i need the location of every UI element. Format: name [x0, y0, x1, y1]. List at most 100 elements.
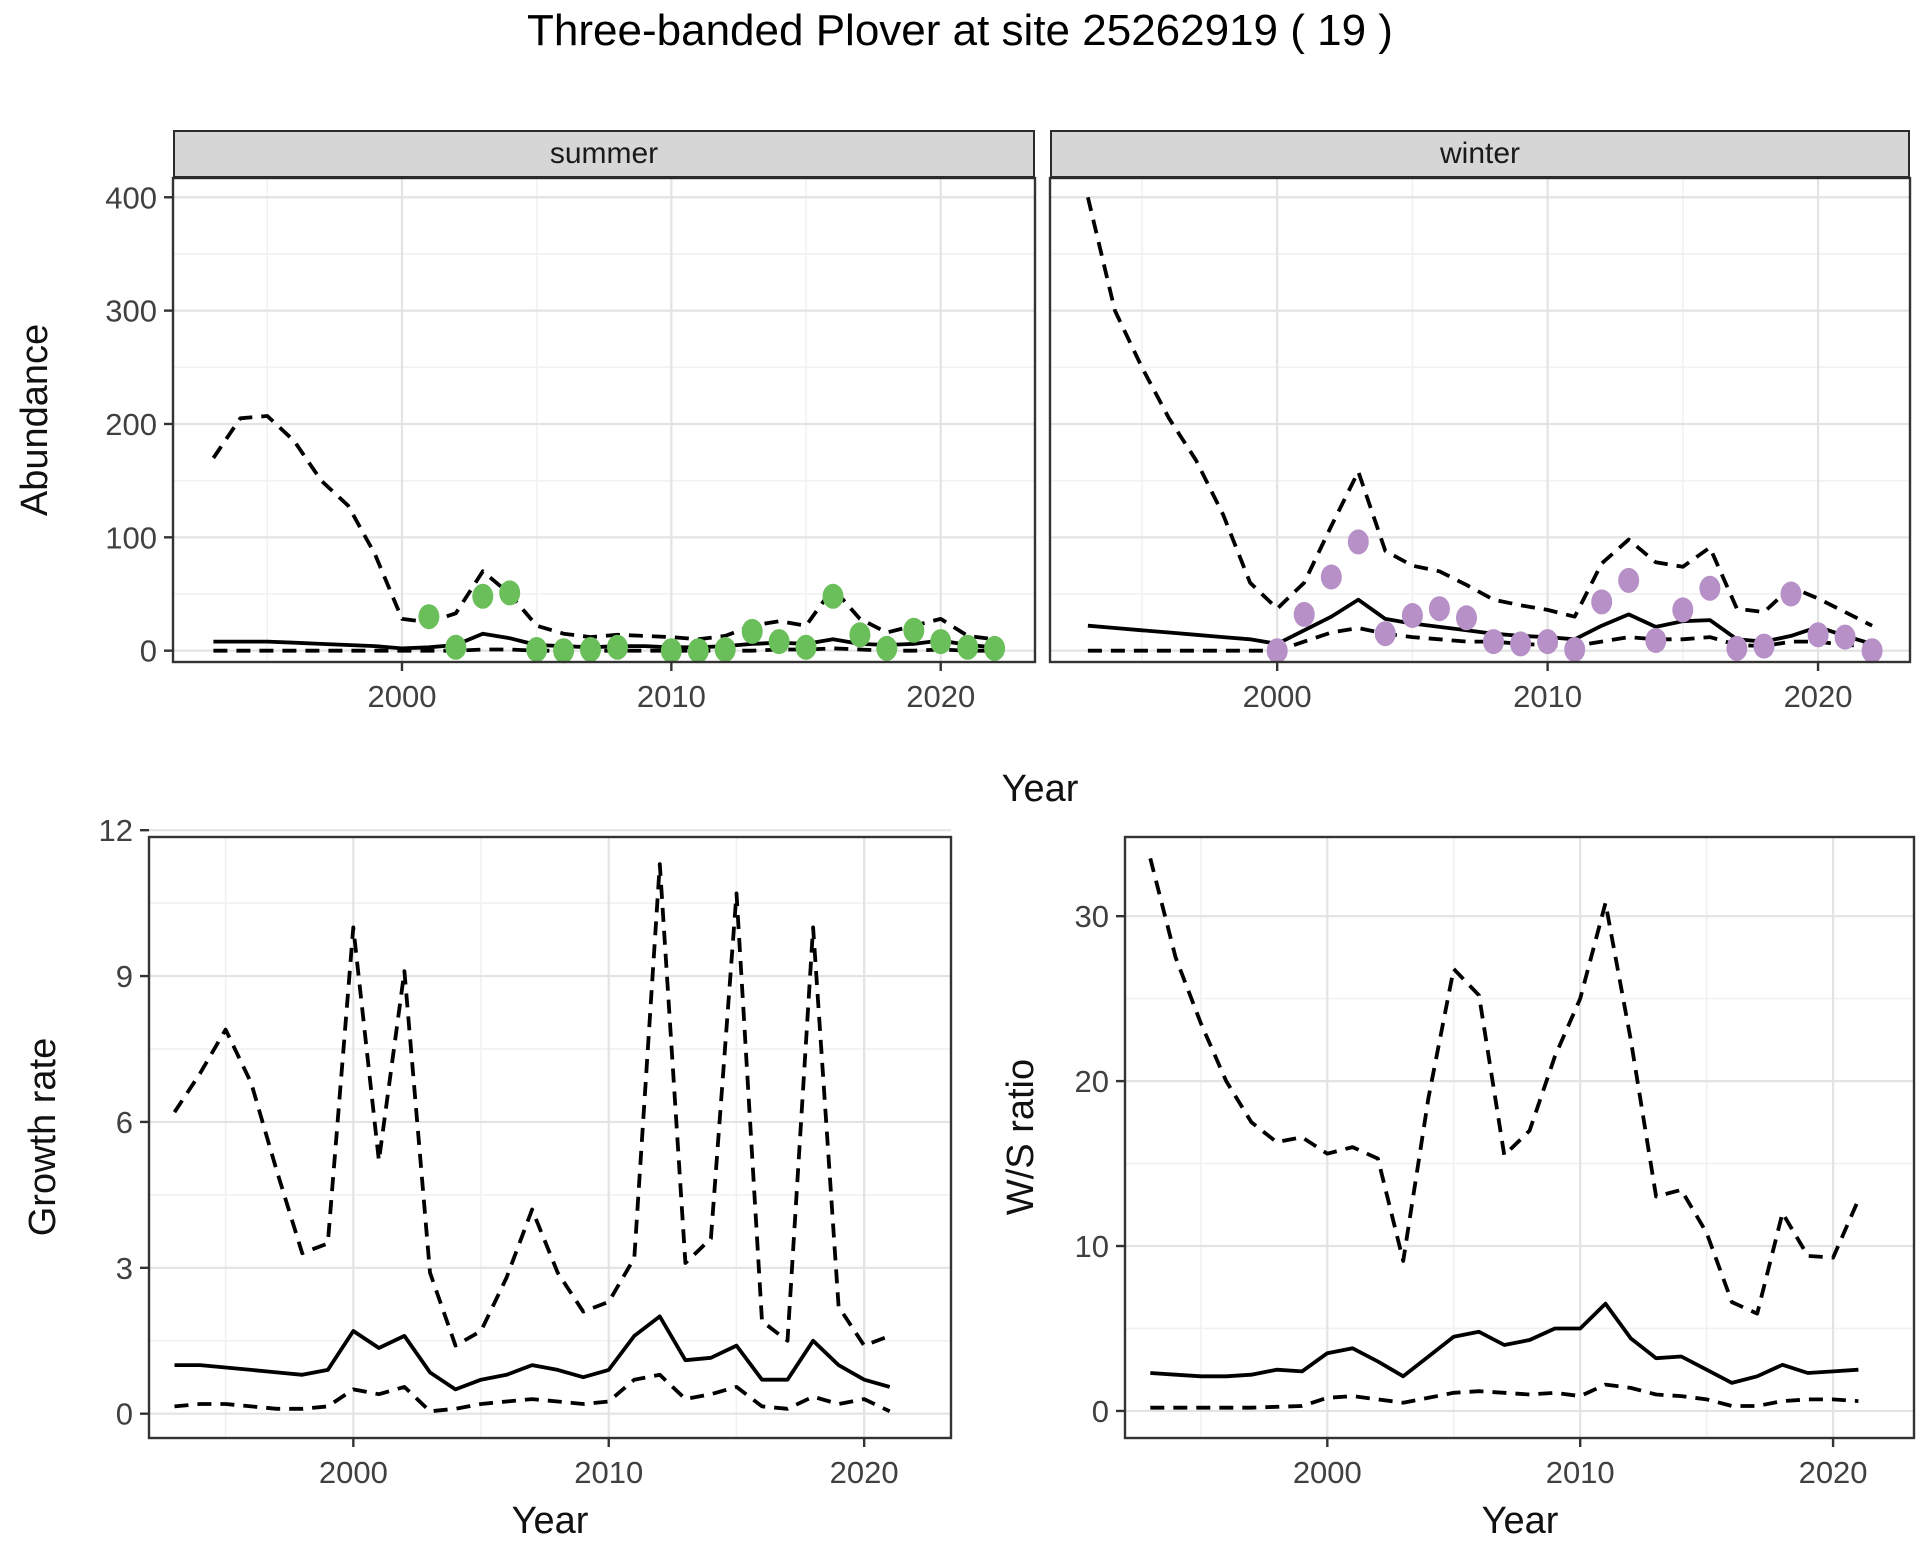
- winter-observation-point: [1401, 603, 1423, 628]
- abundance-summer-lower_ci: [213, 646, 995, 653]
- panel-background: [1050, 178, 1910, 662]
- winter-observation-point: [1807, 622, 1829, 648]
- x-axis-tick-label: 2010: [1513, 679, 1582, 714]
- y-axis-tick-label: 20: [1075, 1064, 1109, 1099]
- y-axis-tick-label: 3: [116, 1251, 133, 1286]
- winter-observation-point: [1861, 638, 1883, 664]
- summer-observation-point: [553, 638, 575, 664]
- x-axis-tick-label: 2010: [637, 679, 706, 714]
- y-axis-tick-label: 0: [116, 1397, 133, 1432]
- winter-observation-point: [1645, 628, 1667, 653]
- summer-observation-point: [822, 583, 844, 609]
- winter-observation-point: [1753, 633, 1775, 659]
- summer-observation-point: [930, 629, 952, 655]
- facet-label-summer: summer: [549, 137, 659, 170]
- winter-observation-point: [1483, 629, 1504, 655]
- winter-observation-point: [1618, 567, 1640, 593]
- x-axis-tick-label: 2020: [1784, 679, 1853, 714]
- summer-observation-point: [903, 617, 925, 643]
- panel-growth-rate: 0 3 6 9 12 2000 2010 2020: [99, 813, 953, 1490]
- winter-observation-point: [1591, 589, 1613, 615]
- growth-rate-median_fit: [174, 1314, 891, 1392]
- x-axis-tick-label: 2000: [1293, 1455, 1362, 1490]
- panel-abundance-summer: 0 100 200 300 400 2000 2010 2020: [105, 176, 1037, 714]
- y-axis-tick-label: 400: [105, 180, 157, 215]
- abundance-winter-lower_ci: [1087, 626, 1873, 653]
- winter-observation-point: [1672, 597, 1694, 623]
- y-axis-tick-label: 6: [116, 1105, 133, 1140]
- ws-ratio-median_fit: [1150, 1301, 1859, 1385]
- winter-observation-point: [1374, 621, 1396, 647]
- summer-observation-point: [472, 583, 494, 609]
- summer-observation-point: [607, 634, 628, 660]
- x-axis-tick-label: 2020: [830, 1455, 899, 1490]
- y-axis-title-growth-rate: Growth rate: [22, 1037, 64, 1237]
- summer-observation-point: [418, 604, 440, 630]
- summer-observation-point: [714, 637, 736, 662]
- growth-rate-upper_ci: [172, 862, 891, 1348]
- y-axis-tick-label: 300: [105, 294, 157, 329]
- panel-background: [1125, 837, 1914, 1438]
- panel-border: [1123, 835, 1916, 1440]
- abundance-winter-upper_ci: [1086, 196, 1873, 628]
- y-axis-title-abundance: Abundance: [14, 323, 56, 517]
- summer-observation-point: [876, 635, 898, 661]
- winter-observation-point: [1428, 596, 1450, 622]
- plot-title: Three-banded Plover at site 25262919 ( 1…: [527, 6, 1393, 55]
- winter-observation-point: [1320, 564, 1342, 590]
- x-axis-tick-label: 2000: [1243, 679, 1312, 714]
- x-axis-tick-label: 2020: [1799, 1455, 1868, 1490]
- panel-abundance-winter: 2000 2010 2020: [1048, 176, 1912, 714]
- winter-observation-point: [1537, 629, 1559, 655]
- panel-background: [173, 178, 1035, 662]
- facet-strip-winter: winter: [1050, 130, 1910, 179]
- y-axis-tick-label: 10: [1075, 1229, 1109, 1264]
- x-axis-tick-label: 2000: [319, 1455, 388, 1490]
- winter-observation-point: [1780, 581, 1802, 607]
- summer-observation-point: [580, 637, 601, 662]
- winter-observation-point: [1699, 575, 1721, 601]
- x-axis-tick-label: 2010: [574, 1455, 643, 1490]
- x-axis-tick-label: 2000: [367, 679, 436, 714]
- facet-strip-summer: summer: [173, 130, 1035, 179]
- summer-observation-point: [849, 622, 871, 648]
- panel-ws-ratio: 0 10 20 30 2000 2010 2020: [1075, 835, 1916, 1490]
- growth-rate-lower_ci: [174, 1372, 891, 1414]
- y-axis-tick-label: 9: [116, 959, 133, 994]
- y-axis-title-ws-ratio: W/S ratio: [1000, 1058, 1042, 1216]
- winter-observation-point: [1510, 631, 1532, 657]
- summer-observation-point: [660, 638, 682, 664]
- winter-observation-point: [1564, 637, 1586, 662]
- summer-observation-point: [526, 637, 548, 662]
- winter-observation-point: [1293, 601, 1315, 627]
- summer-observation-point: [445, 634, 467, 660]
- y-axis-tick-label: 0: [1092, 1394, 1109, 1429]
- x-axis-title-year-ws: Year: [1481, 1500, 1559, 1542]
- summer-observation-point: [687, 638, 709, 664]
- y-axis-tick-label: 200: [105, 407, 157, 442]
- panel-border: [147, 835, 953, 1440]
- summer-observation-point: [795, 634, 817, 660]
- x-axis-tick-label: 2020: [906, 679, 975, 714]
- winter-observation-point: [1456, 605, 1477, 631]
- winter-observation-point: [1347, 529, 1369, 555]
- summer-observation-point: [741, 618, 763, 644]
- abundance-summer-upper_ci: [211, 414, 995, 642]
- winter-observation-point: [1834, 624, 1856, 650]
- panel-background: [149, 837, 951, 1438]
- summer-observation-point: [984, 635, 1006, 661]
- y-axis-tick-label: 12: [99, 813, 133, 848]
- summer-observation-point: [957, 634, 979, 660]
- ws-ratio-lower_ci: [1150, 1382, 1859, 1410]
- x-axis-title-year-top: Year: [1001, 768, 1079, 810]
- y-axis-tick-label: 0: [140, 634, 157, 669]
- ws-ratio-upper_ci: [1148, 857, 1861, 1316]
- x-axis-title-year-growth: Year: [511, 1500, 589, 1542]
- x-axis-tick-label: 2010: [1546, 1455, 1615, 1490]
- summer-observation-point: [768, 629, 790, 655]
- winter-observation-point: [1266, 638, 1288, 664]
- winter-observation-point: [1726, 635, 1748, 661]
- summer-observation-point: [499, 580, 521, 606]
- y-axis-tick-label: 30: [1075, 899, 1109, 934]
